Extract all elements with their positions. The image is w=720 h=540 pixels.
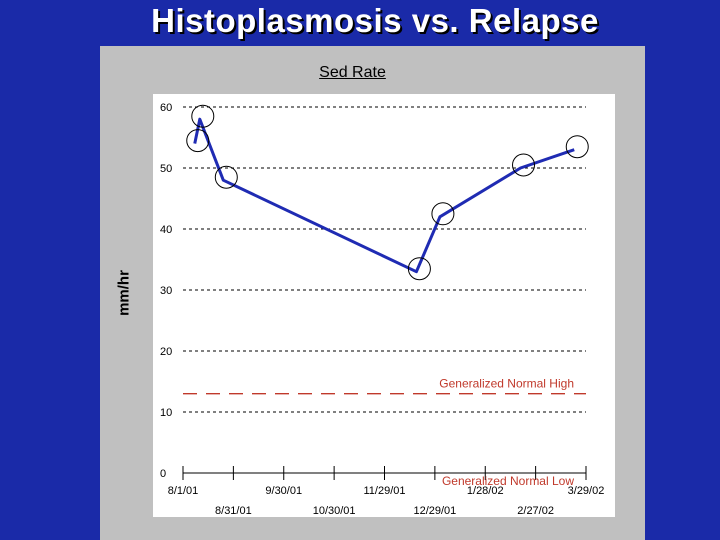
data-point	[565, 135, 589, 159]
x-tick-label: 3/29/02	[568, 485, 605, 497]
chart-title: Sed Rate	[319, 64, 386, 81]
y-tick-label: 10	[160, 407, 172, 419]
grid-layer	[183, 106, 586, 413]
axis-layer: 0 10 20 30 40 50 60 8/1/01 8/31/01 9/30/01 10/30/0…	[160, 102, 604, 517]
y-tick-label: 30	[160, 285, 172, 297]
y-tick-label: 0	[160, 468, 166, 480]
x-tick-label: 1/28/02	[467, 485, 504, 497]
x-tick-label: 11/29/01	[363, 485, 405, 497]
plot-background	[153, 94, 615, 517]
data-point	[431, 202, 455, 226]
x-tick-label: 2/27/02	[517, 505, 554, 517]
normal-high-label: Generalized Normal High	[439, 377, 574, 391]
series-layer	[186, 104, 589, 281]
y-tick-label: 20	[160, 346, 172, 358]
y-tick-label: 60	[160, 102, 172, 114]
x-tick-label: 12/29/01	[413, 505, 456, 517]
data-point	[407, 257, 431, 281]
y-tick-label: 50	[160, 163, 172, 175]
x-tick-label: 8/1/01	[168, 485, 199, 497]
slide-title: Histoplasmosis vs. Relapse	[151, 2, 599, 39]
x-tick-label: 9/30/01	[265, 485, 302, 497]
data-point	[186, 129, 210, 153]
data-point	[214, 165, 238, 189]
y-axis-label: mm/hr	[115, 270, 133, 316]
data-point	[512, 153, 536, 177]
x-tick-label: 10/30/01	[313, 505, 356, 517]
y-tick-label: 40	[160, 224, 172, 236]
reference-layer: Generalized Normal High Generalized Norma…	[183, 377, 586, 488]
data-point	[191, 104, 215, 128]
normal-low-label: Generalized Normal Low	[442, 474, 574, 488]
x-tick-label: 8/31/01	[215, 505, 252, 517]
series-line	[193, 117, 575, 274]
